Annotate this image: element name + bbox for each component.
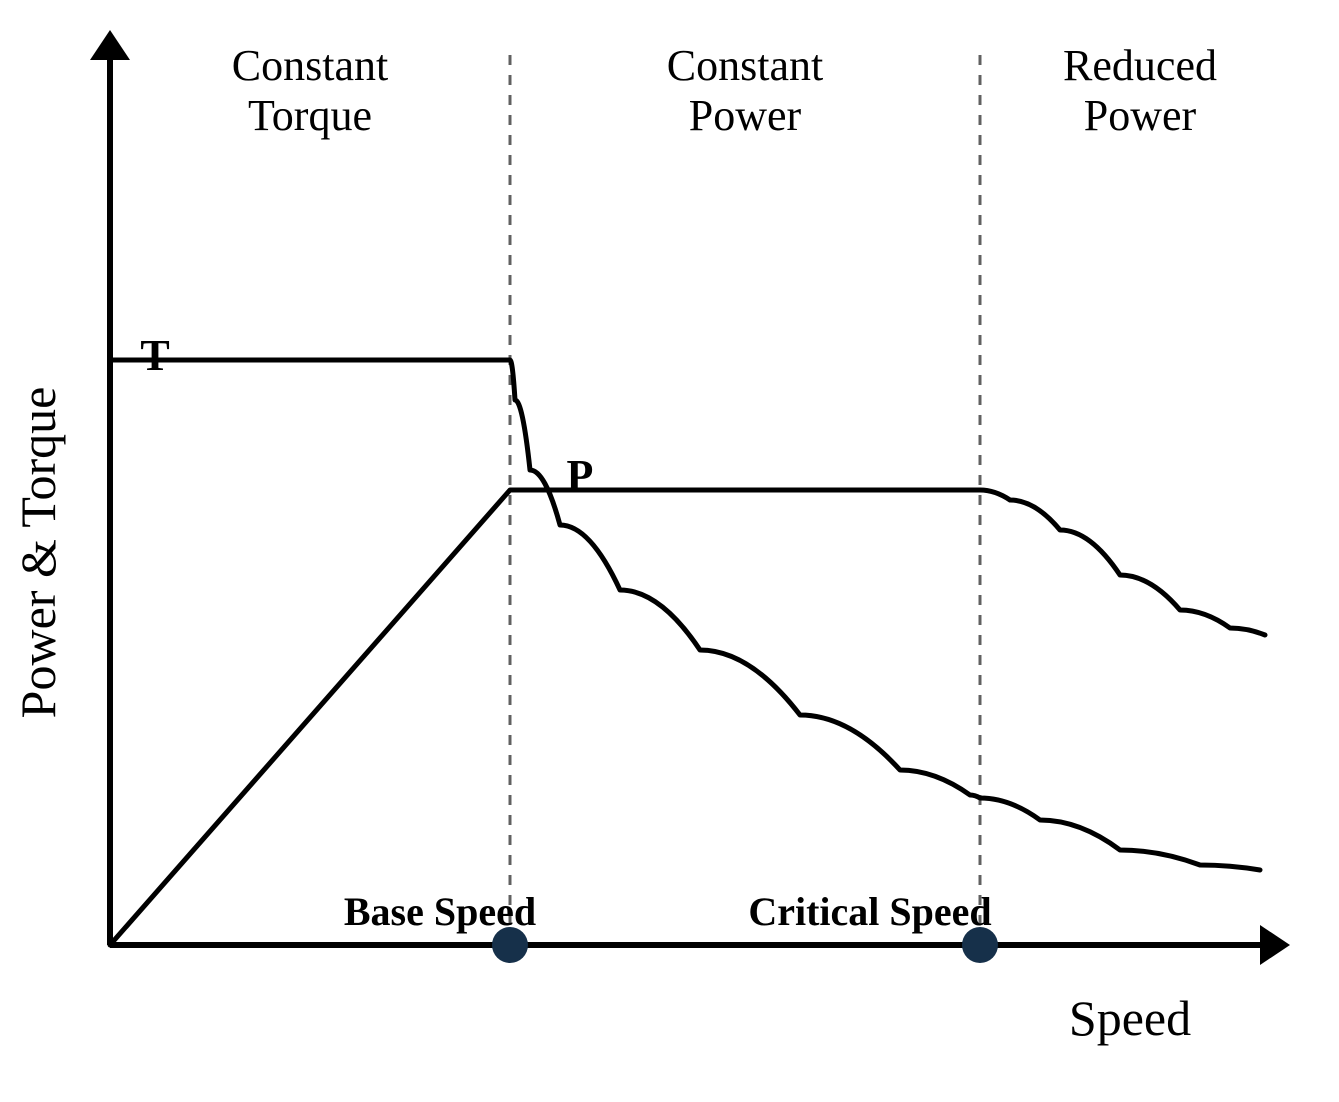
region-label-1-line1: Constant [667,41,823,90]
x-tick-marker-0 [492,927,528,963]
x-tick-label-1: Critical Speed [748,889,991,934]
power-torque-chart: ConstantTorqueConstantPowerReducedPowerT… [0,0,1339,1102]
x-axis-label: Speed [1069,990,1191,1046]
chart-svg: ConstantTorqueConstantPowerReducedPowerT… [0,0,1339,1102]
region-label-1-line2: Power [689,91,802,140]
y-axis-label: Power & Torque [10,387,66,719]
x-tick-marker-1 [962,927,998,963]
torque-curve-label: T [140,331,169,380]
power-curve-label: P [567,451,594,500]
region-label-2-line2: Power [1084,91,1197,140]
region-label-0-line2: Torque [248,91,372,140]
region-label-2-line1: Reduced [1063,41,1217,90]
region-label-0-line1: Constant [232,41,388,90]
chart-background [0,0,1339,1102]
